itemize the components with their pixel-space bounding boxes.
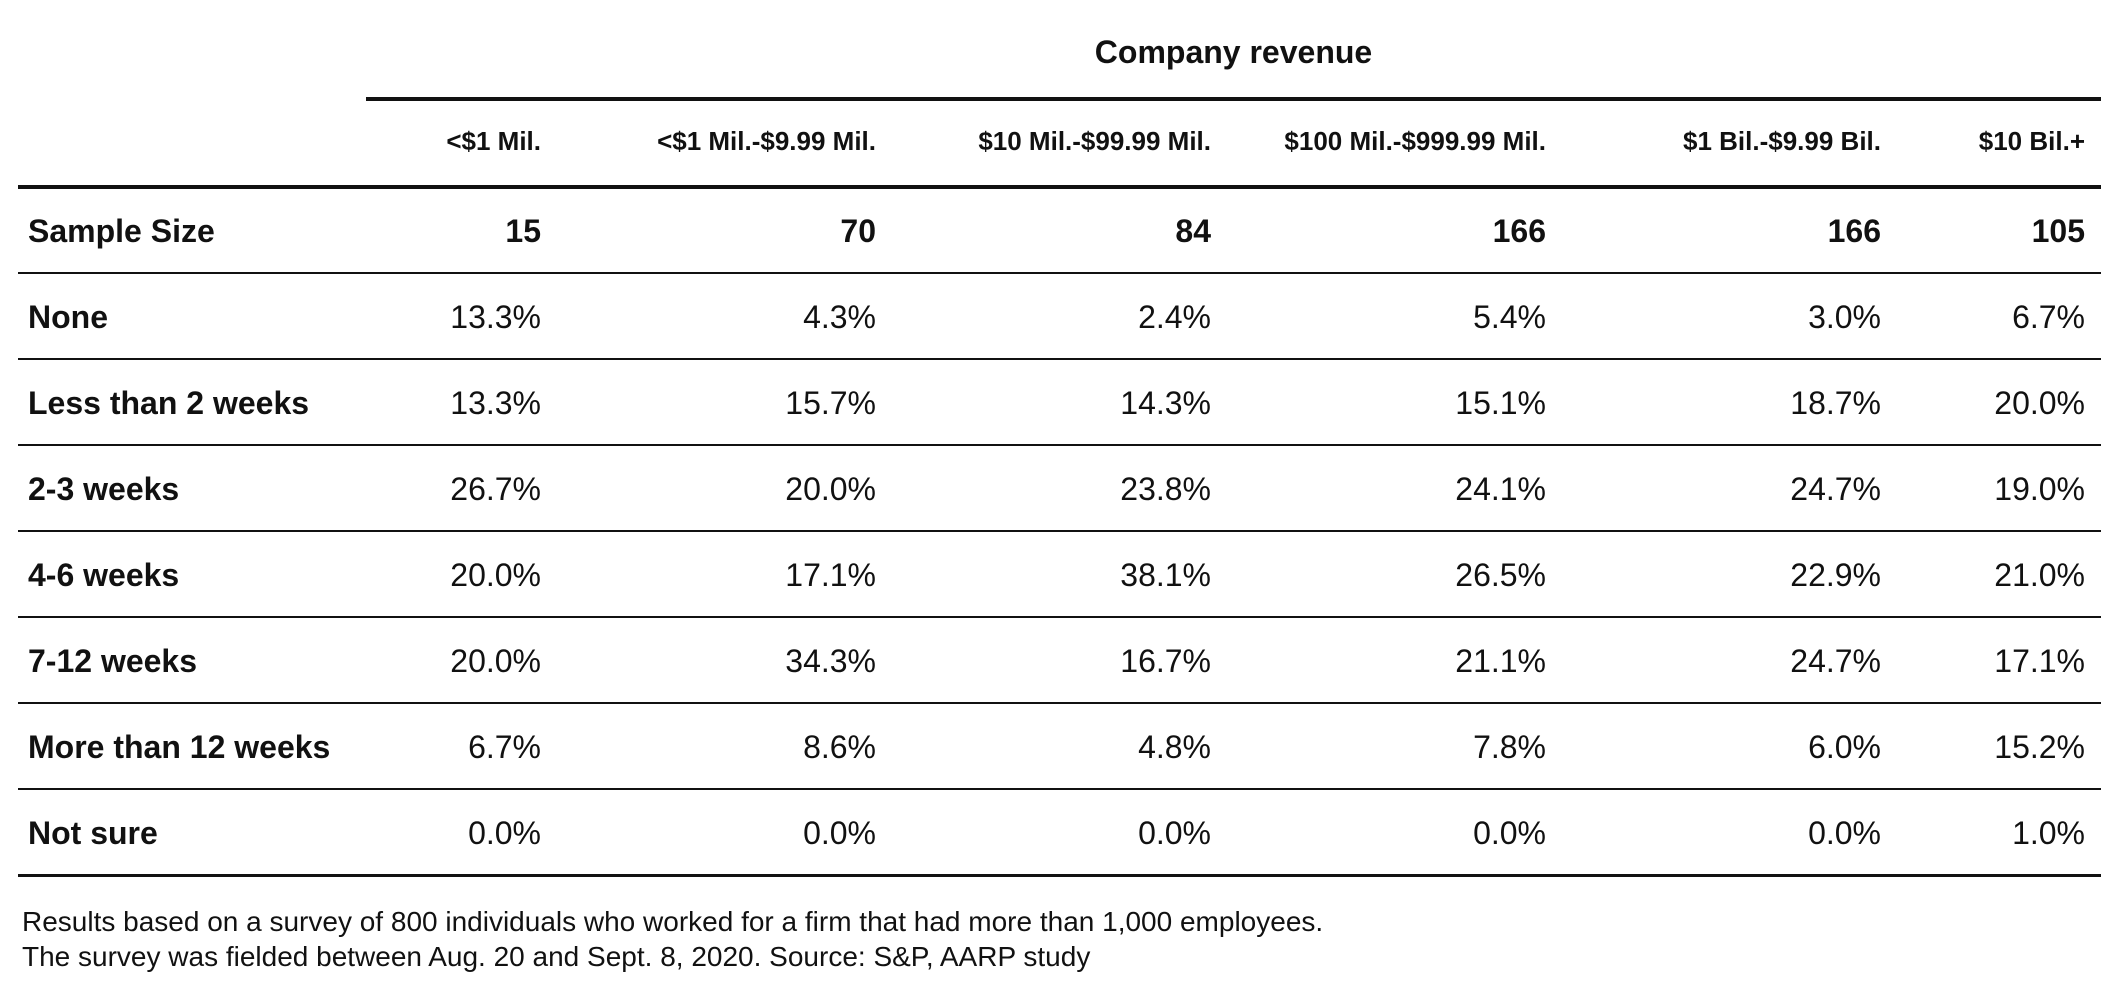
cell-not-sure-10m-99m: 0.0%	[1138, 815, 1211, 851]
cell-7-12-weeks-1b-9b: 24.7%	[1790, 643, 1881, 679]
group-title-rule	[366, 97, 2101, 101]
row-label-more-than-12-weeks: More than 12 weeks	[28, 729, 331, 765]
footnote-line-1: Results based on a survey of 800 individ…	[22, 906, 1324, 937]
cell-not-sure-lt-1m: 0.0%	[468, 815, 541, 851]
header-bottom-rule	[18, 185, 2101, 189]
cell-none-1m-9m: 4.3%	[803, 299, 876, 335]
cell-more-than-12-weeks-1b-9b: 6.0%	[1808, 729, 1881, 765]
cell-2-3-weeks-100m-999m: 24.1%	[1455, 471, 1546, 507]
cell-7-12-weeks-1m-9m: 34.3%	[785, 643, 876, 679]
row-label-2-3-weeks: 2-3 weeks	[28, 471, 180, 507]
row-divider	[18, 616, 2101, 618]
cell-2-3-weeks-lt-1m: 26.7%	[450, 471, 541, 507]
column-header-10m-99m: $10 Mil.-$99.99 Mil.	[978, 126, 1211, 156]
cell-sample-size-1m-9m: 70	[840, 213, 876, 249]
group-title: Company revenue	[1094, 34, 1373, 70]
column-header-10b-plus: $10 Bil.+	[1978, 126, 2085, 156]
row-label-4-6-weeks: 4-6 weeks	[28, 557, 180, 593]
column-header-100m-999m: $100 Mil.-$999.99 Mil.	[1284, 126, 1546, 156]
cell-2-3-weeks-1m-9m: 20.0%	[785, 471, 876, 507]
cell-not-sure-100m-999m: 0.0%	[1473, 815, 1546, 851]
cell-none-lt-1m: 13.3%	[450, 299, 541, 335]
cell-more-than-12-weeks-10b-plus: 15.2%	[1994, 729, 2085, 765]
cell-sample-size-10b-plus: 105	[2031, 213, 2085, 249]
row-label-not-sure: Not sure	[28, 815, 158, 851]
cell-more-than-12-weeks-100m-999m: 7.8%	[1473, 729, 1546, 765]
cell-sample-size-lt-1m: 15	[505, 213, 541, 249]
cell-not-sure-1b-9b: 0.0%	[1808, 815, 1881, 851]
cell-4-6-weeks-10m-99m: 38.1%	[1120, 557, 1211, 593]
cell-none-100m-999m: 5.4%	[1473, 299, 1546, 335]
cell-less-than-2-weeks-lt-1m: 13.3%	[450, 385, 541, 421]
cell-more-than-12-weeks-1m-9m: 8.6%	[803, 729, 876, 765]
row-divider	[18, 272, 2101, 274]
cell-more-than-12-weeks-10m-99m: 4.8%	[1138, 729, 1211, 765]
cell-not-sure-10b-plus: 1.0%	[2012, 815, 2085, 851]
cell-7-12-weeks-100m-999m: 21.1%	[1455, 643, 1546, 679]
cell-less-than-2-weeks-100m-999m: 15.1%	[1455, 385, 1546, 421]
row-label-7-12-weeks: 7-12 weeks	[28, 643, 198, 679]
cell-none-10b-plus: 6.7%	[2012, 299, 2085, 335]
cell-4-6-weeks-1b-9b: 22.9%	[1790, 557, 1881, 593]
column-header-1b-9b: $1 Bil.-$9.99 Bil.	[1683, 126, 1881, 156]
cell-4-6-weeks-lt-1m: 20.0%	[450, 557, 541, 593]
cell-less-than-2-weeks-1m-9m: 15.7%	[785, 385, 876, 421]
cell-7-12-weeks-10b-plus: 17.1%	[1994, 643, 2085, 679]
cell-less-than-2-weeks-10b-plus: 20.0%	[1994, 385, 2085, 421]
column-header-1m-9m: <$1 Mil.-$9.99 Mil.	[657, 126, 876, 156]
cell-none-10m-99m: 2.4%	[1138, 299, 1211, 335]
cell-4-6-weeks-100m-999m: 26.5%	[1455, 557, 1546, 593]
cell-7-12-weeks-10m-99m: 16.7%	[1120, 643, 1211, 679]
cell-4-6-weeks-10b-plus: 21.0%	[1994, 557, 2085, 593]
column-header-lt-1m: <$1 Mil.	[446, 126, 541, 156]
cell-not-sure-1m-9m: 0.0%	[803, 815, 876, 851]
row-divider	[18, 444, 2101, 446]
row-divider	[18, 788, 2101, 790]
cell-none-1b-9b: 3.0%	[1808, 299, 1881, 335]
cell-sample-size-1b-9b: 166	[1827, 213, 1881, 249]
cell-sample-size-10m-99m: 84	[1175, 213, 1211, 249]
cell-7-12-weeks-lt-1m: 20.0%	[450, 643, 541, 679]
cell-2-3-weeks-1b-9b: 24.7%	[1790, 471, 1881, 507]
cell-4-6-weeks-1m-9m: 17.1%	[785, 557, 876, 593]
row-divider	[18, 358, 2101, 360]
footnote-line-2: The survey was fielded between Aug. 20 a…	[22, 941, 1091, 972]
cell-less-than-2-weeks-1b-9b: 18.7%	[1790, 385, 1881, 421]
cell-more-than-12-weeks-lt-1m: 6.7%	[468, 729, 541, 765]
cell-2-3-weeks-10m-99m: 23.8%	[1120, 471, 1211, 507]
row-label-sample-size: Sample Size	[28, 213, 215, 249]
cell-sample-size-100m-999m: 166	[1492, 213, 1546, 249]
row-label-none: None	[28, 299, 108, 335]
row-divider	[18, 530, 2101, 532]
row-label-less-than-2-weeks: Less than 2 weeks	[28, 385, 310, 421]
cell-2-3-weeks-10b-plus: 19.0%	[1994, 471, 2085, 507]
row-divider	[18, 874, 2101, 877]
row-divider	[18, 702, 2101, 704]
cell-less-than-2-weeks-10m-99m: 14.3%	[1120, 385, 1211, 421]
